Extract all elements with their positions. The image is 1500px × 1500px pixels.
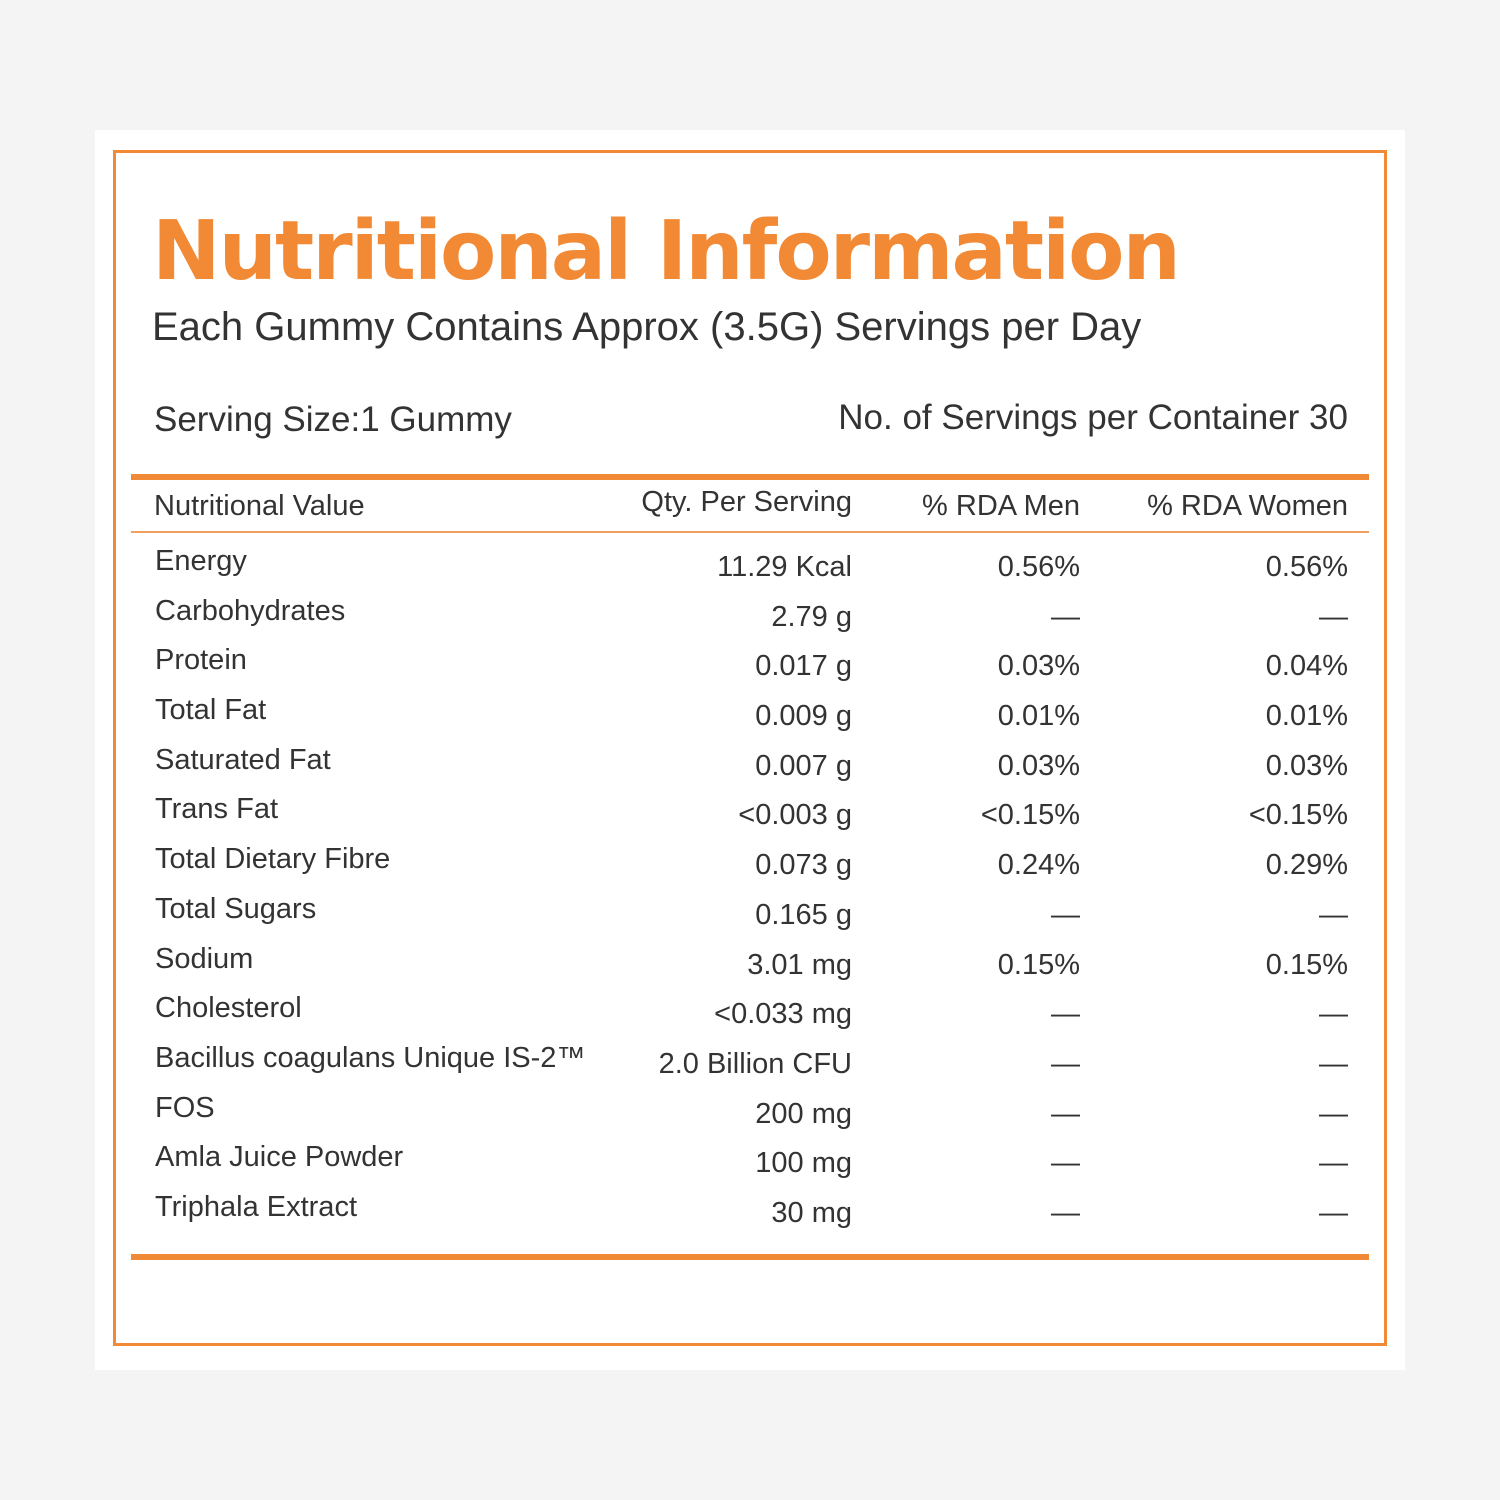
table-row: Cholesterol <0.033 mg — — bbox=[0, 990, 1500, 1040]
row-rda-women: 0.03% bbox=[1265, 749, 1348, 782]
subtitle: Each Gummy Contains Approx (3.5G) Servin… bbox=[152, 305, 1142, 349]
row-rda-men: 0.56% bbox=[997, 551, 1080, 583]
row-name: Amla Juice Powder bbox=[155, 1141, 404, 1174]
row-rda-men: — bbox=[1051, 600, 1080, 633]
page-title: Nutritional Information bbox=[152, 204, 1181, 299]
row-name: Energy bbox=[155, 545, 247, 577]
row-qty: 0.009 g bbox=[755, 700, 852, 733]
row-name: FOS bbox=[155, 1091, 215, 1124]
table-row: Amla Juice Powder 100 mg — — bbox=[0, 1139, 1500, 1189]
row-name: Carbohydrates bbox=[155, 594, 346, 627]
column-header-rda-women: % RDA Women bbox=[1147, 490, 1348, 522]
row-rda-women: <0.15% bbox=[1248, 799, 1348, 832]
row-rda-men: 0.24% bbox=[997, 849, 1080, 882]
serving-size: Serving Size:1 Gummy bbox=[154, 400, 512, 439]
row-rda-men: — bbox=[1051, 1196, 1080, 1229]
row-rda-men: 0.15% bbox=[997, 948, 1080, 981]
row-rda-women: 0.04% bbox=[1265, 650, 1348, 683]
row-qty: 100 mg bbox=[755, 1147, 852, 1180]
row-qty: <0.003 g bbox=[738, 799, 852, 832]
table-row: Trans Fat <0.003 g <0.15% <0.15% bbox=[0, 791, 1500, 841]
row-rda-men: 0.01% bbox=[997, 700, 1080, 733]
row-rda-women: — bbox=[1319, 1047, 1348, 1080]
row-rda-men: 0.03% bbox=[997, 650, 1080, 683]
row-qty: 11.29 Kcal bbox=[717, 551, 852, 583]
row-rda-men: — bbox=[1051, 898, 1080, 931]
row-qty: 0.007 g bbox=[755, 749, 852, 782]
servings-per-container: No. of Servings per Container 30 bbox=[838, 398, 1348, 437]
row-name: Cholesterol bbox=[155, 992, 302, 1025]
table-row: FOS 200 mg — — bbox=[0, 1090, 1500, 1140]
row-rda-women: — bbox=[1319, 1097, 1348, 1130]
row-rda-men: — bbox=[1051, 998, 1080, 1031]
row-qty: 30 mg bbox=[771, 1196, 852, 1229]
row-qty: 0.073 g bbox=[755, 849, 852, 882]
table-row: Sodium 3.01 mg 0.15% 0.15% bbox=[0, 941, 1500, 991]
column-header-qty: Qty. Per Serving bbox=[641, 486, 852, 518]
row-qty: 200 mg bbox=[755, 1097, 852, 1130]
table-row: Total Fat 0.009 g 0.01% 0.01% bbox=[0, 692, 1500, 742]
table-row: Bacillus coagulans Unique IS-2™ 2.0 Bill… bbox=[0, 1040, 1500, 1090]
row-rda-women: — bbox=[1319, 998, 1348, 1031]
table-row: Carbohydrates 2.79 g — — bbox=[0, 593, 1500, 643]
row-rda-women: — bbox=[1319, 898, 1348, 931]
row-qty: 0.165 g bbox=[755, 898, 852, 931]
row-name: Total Fat bbox=[155, 694, 267, 727]
table-row: Total Dietary Fibre 0.073 g 0.24% 0.29% bbox=[0, 841, 1500, 891]
row-name: Sodium bbox=[155, 942, 254, 975]
row-rda-women: 0.29% bbox=[1265, 849, 1348, 882]
row-name: Triphala Extract bbox=[155, 1190, 357, 1223]
row-rda-women: 0.15% bbox=[1265, 948, 1348, 981]
row-rda-women: — bbox=[1319, 600, 1348, 633]
row-name: Saturated Fat bbox=[155, 743, 331, 776]
row-qty: <0.033 mg bbox=[714, 998, 852, 1031]
row-qty: 3.01 mg bbox=[747, 948, 852, 981]
row-rda-women: — bbox=[1319, 1147, 1348, 1180]
table-top-rule bbox=[131, 474, 1369, 480]
row-name: Bacillus coagulans Unique IS-2™ bbox=[155, 1041, 586, 1074]
table-row: Triphala Extract 30 mg — — bbox=[0, 1189, 1500, 1239]
nutrition-table-body: Energy 11.29 Kcal 0.56% 0.56% Carbohydra… bbox=[0, 543, 1500, 1239]
table-row: Total Sugars 0.165 g — — bbox=[0, 891, 1500, 941]
column-header-rda-men: % RDA Men bbox=[922, 490, 1080, 522]
table-bottom-rule bbox=[131, 1254, 1369, 1260]
row-qty: 2.79 g bbox=[771, 600, 852, 633]
row-name: Total Dietary Fibre bbox=[155, 843, 391, 876]
row-rda-women: 0.56% bbox=[1265, 551, 1348, 583]
column-header-name: Nutritional Value bbox=[154, 490, 365, 522]
row-qty: 0.017 g bbox=[755, 650, 852, 683]
row-rda-men: 0.03% bbox=[997, 749, 1080, 782]
header-divider bbox=[131, 531, 1369, 533]
row-name: Trans Fat bbox=[155, 793, 279, 826]
row-name: Protein bbox=[155, 644, 247, 677]
row-qty: 2.0 Billion CFU bbox=[658, 1047, 852, 1080]
row-rda-men: — bbox=[1051, 1147, 1080, 1180]
table-row: Saturated Fat 0.007 g 0.03% 0.03% bbox=[0, 742, 1500, 792]
row-rda-men: — bbox=[1051, 1047, 1080, 1080]
row-name: Total Sugars bbox=[155, 892, 317, 925]
table-row: Protein 0.017 g 0.03% 0.04% bbox=[0, 642, 1500, 692]
row-rda-men: <0.15% bbox=[980, 799, 1080, 832]
row-rda-men: — bbox=[1051, 1097, 1080, 1130]
label-card bbox=[95, 130, 1405, 1370]
row-rda-women: 0.01% bbox=[1265, 700, 1348, 733]
row-rda-women: — bbox=[1319, 1196, 1348, 1229]
label-border bbox=[113, 150, 1387, 1346]
table-row: Energy 11.29 Kcal 0.56% 0.56% bbox=[0, 543, 1500, 593]
